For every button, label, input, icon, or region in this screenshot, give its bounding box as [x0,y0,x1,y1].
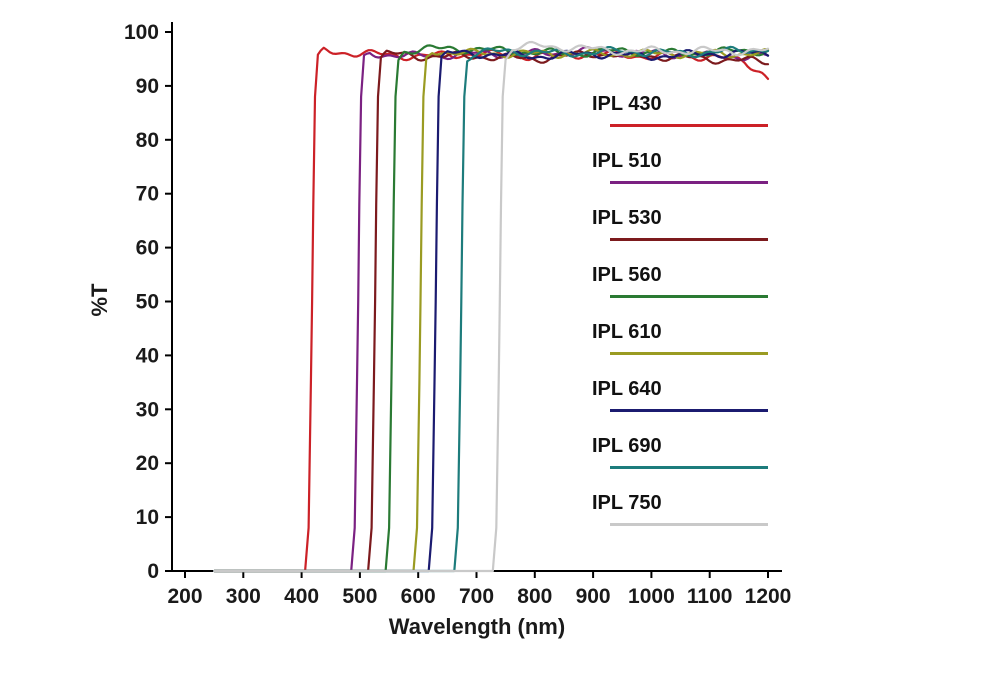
y-tick-label: 30 [136,398,159,421]
x-tick-label: 400 [284,585,319,608]
legend-line-swatch [610,238,768,241]
legend-item: IPL 640 [588,377,783,412]
legend-line-swatch [610,352,768,355]
y-tick-label: 100 [124,21,159,44]
x-tick-label: 600 [401,585,436,608]
y-tick-label: 60 [136,237,159,260]
legend-item: IPL 610 [588,320,783,355]
x-tick-label: 1000 [628,585,675,608]
legend-label: IPL 610 [592,321,662,343]
y-tick-label: 0 [147,560,159,583]
legend-item: IPL 510 [588,149,783,184]
legend-line-swatch [610,466,768,469]
legend-line-swatch [610,295,768,298]
x-tick-label: 500 [342,585,377,608]
y-tick-label: 70 [136,183,159,206]
x-axis-title: Wavelength (nm) [388,614,566,639]
x-tick-label: 1100 [687,585,733,608]
x-tick-label: 300 [226,585,261,608]
legend-item: IPL 560 [588,263,783,298]
y-tick-label: 90 [136,75,159,98]
y-tick-label: 20 [136,452,159,475]
legend-label: IPL 510 [592,150,662,172]
legend-line-swatch [610,181,768,184]
x-tick-label: 800 [517,585,552,608]
legend-label: IPL 690 [592,435,662,457]
legend-item: IPL 530 [588,206,783,241]
legend-line-swatch [610,124,768,127]
x-tick-label: 1200 [745,585,792,608]
legend-item: IPL 430 [588,92,783,127]
series-line-ipl-750 [213,40,770,573]
y-tick-label: 80 [136,129,159,152]
legend-line-swatch [610,523,768,526]
legend-label: IPL 560 [592,264,662,286]
legend-label: IPL 430 [592,93,662,115]
y-tick-label: 10 [136,506,159,529]
legend: IPL 430 IPL 510 IPL 530 IPL 560 IPL 610 IPL 6… [588,92,783,548]
y-axis-title: %T [87,283,112,317]
legend-item: IPL 750 [588,491,783,526]
x-tick-label: 200 [167,585,202,608]
x-tick-label: 700 [459,585,494,608]
legend-label: IPL 530 [592,207,662,229]
y-tick-label: 50 [136,291,159,314]
legend-label: IPL 750 [592,492,662,514]
x-tick-label: 900 [576,585,611,608]
legend-label: IPL 640 [592,378,662,400]
y-tick-label: 40 [136,344,159,367]
legend-item: IPL 690 [588,434,783,469]
legend-line-swatch [610,409,768,412]
